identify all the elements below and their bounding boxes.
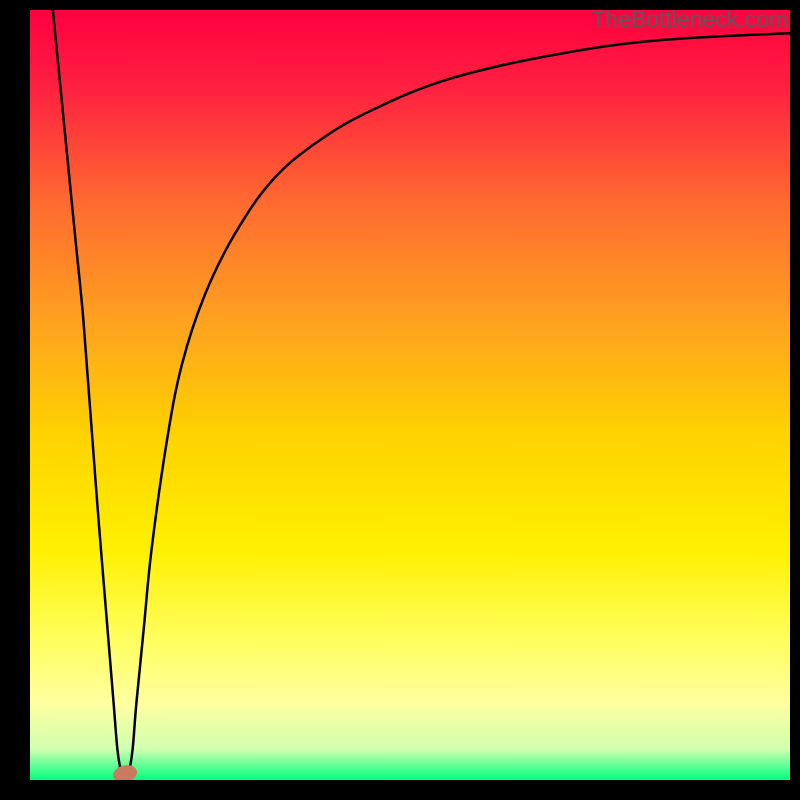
plot-area <box>30 10 790 780</box>
watermark-text: TheBottleneck.com <box>591 6 788 33</box>
bottleneck-curve <box>30 10 790 780</box>
optimum-marker <box>111 763 139 780</box>
chart-stage: TheBottleneck.com <box>0 0 800 800</box>
